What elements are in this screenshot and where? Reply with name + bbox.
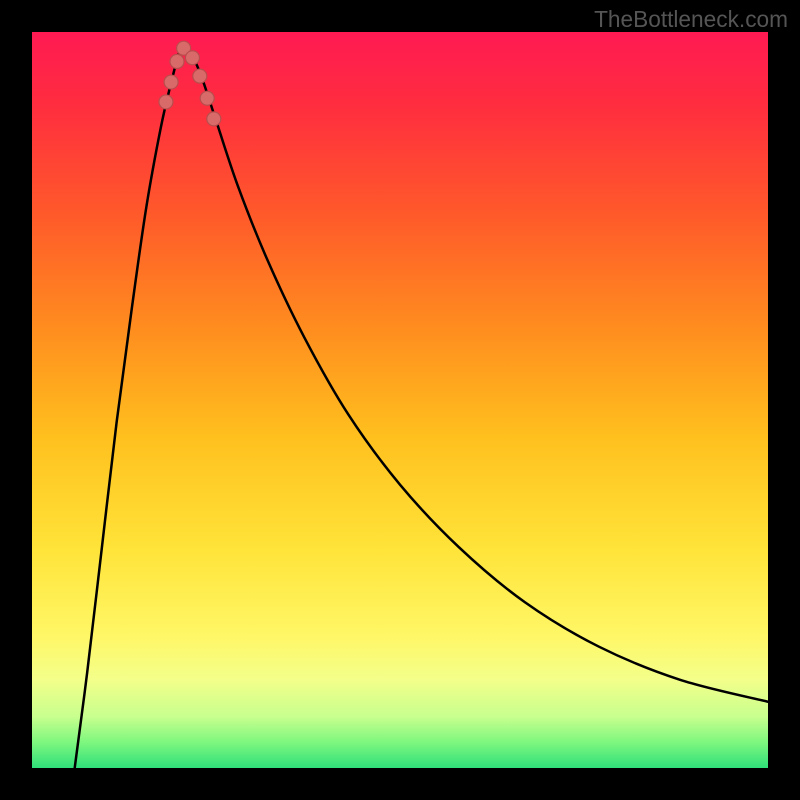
curve-markers (159, 41, 221, 126)
curve-marker (170, 54, 184, 68)
curve-marker (200, 91, 214, 105)
plot-area (32, 32, 768, 768)
curve-marker (185, 51, 199, 65)
curve-marker (193, 69, 207, 83)
plot-overlay (32, 32, 768, 768)
watermark-text: TheBottleneck.com (594, 6, 788, 33)
bottleneck-curve (75, 45, 768, 768)
curve-marker (159, 95, 173, 109)
chart-frame: TheBottleneck.com (0, 0, 800, 800)
curve-marker (207, 112, 221, 126)
curve-marker (164, 75, 178, 89)
